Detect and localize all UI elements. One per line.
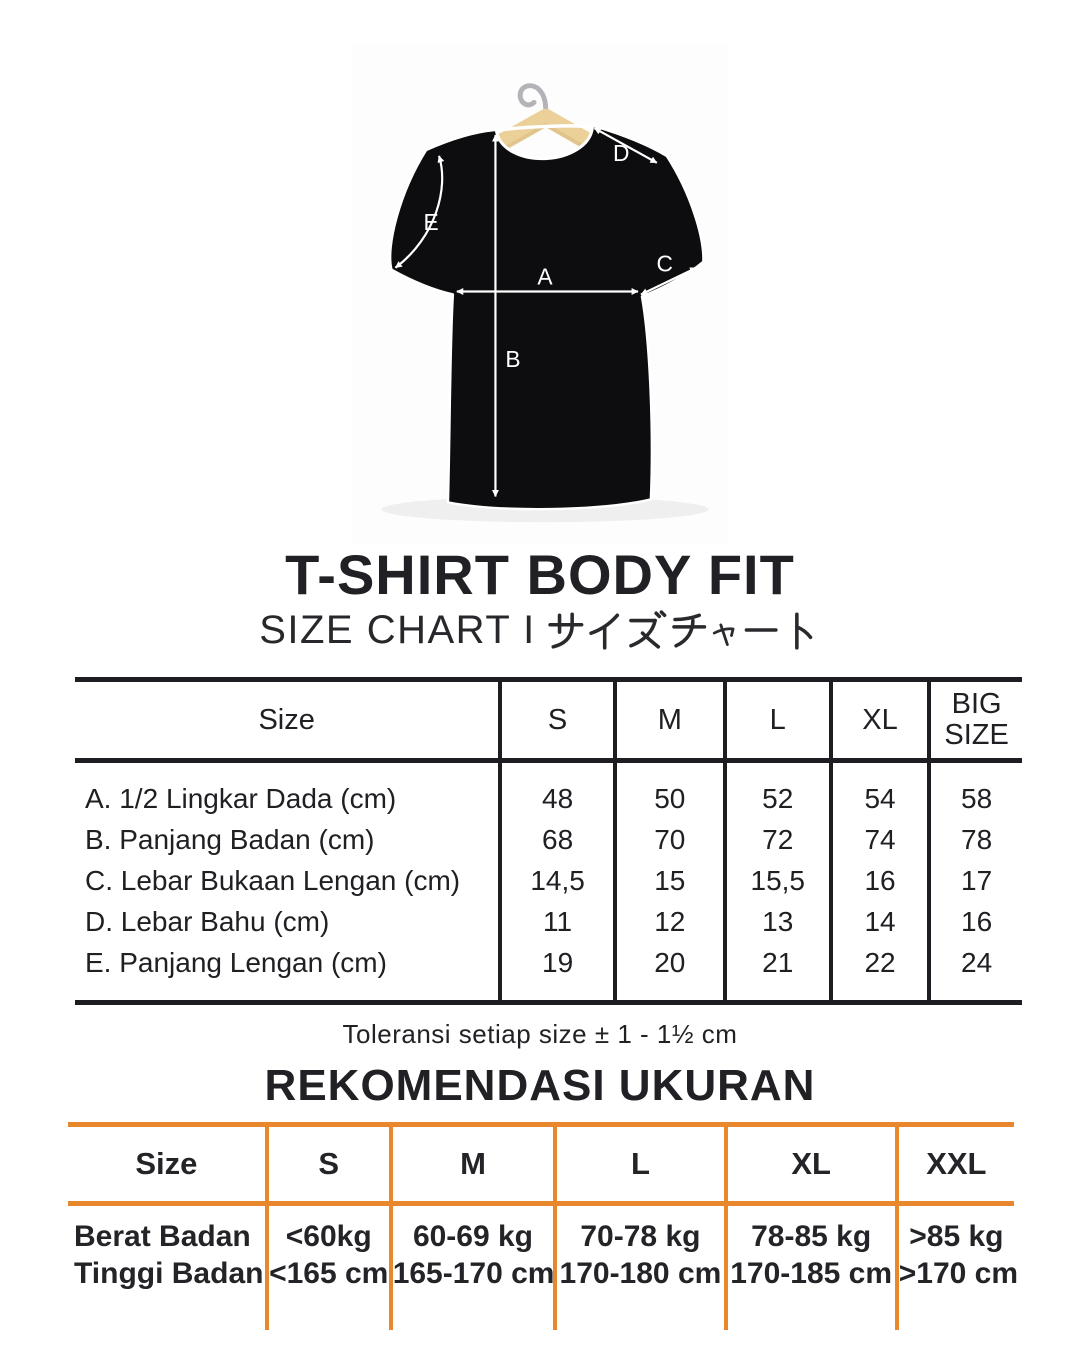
- value-cell: 14,5: [530, 865, 585, 896]
- hanger-hook-icon: [517, 83, 549, 122]
- kana-small-ya: [712, 623, 735, 646]
- value-cell: 21: [762, 947, 794, 978]
- value-cell: 170-185 cm: [730, 1257, 893, 1290]
- collar-outline: [494, 126, 594, 160]
- rek-col-xxl: XXL: [894, 1127, 1014, 1201]
- value-cell: 72: [762, 824, 794, 855]
- value-cell: 24: [961, 947, 993, 978]
- measure-label-c: C: [657, 251, 673, 277]
- kana-to: [794, 612, 813, 650]
- rek-corner: Size: [135, 1146, 198, 1181]
- tshirt-figure: A B C D E: [0, 0, 1080, 544]
- row-label: D. Lebar Bahu (cm): [85, 906, 330, 937]
- subtitle-latin: SIZE CHART I: [259, 607, 536, 652]
- size-table: Size S M L XL BIG SIZE A. 1/2 Lingkar Da…: [75, 677, 1022, 1005]
- value-cell: 170-180 cm: [559, 1257, 722, 1290]
- measure-line-d: [593, 127, 658, 164]
- measure-label-b: B: [505, 346, 520, 372]
- tshirt-illustration: A B C D E: [351, 44, 729, 544]
- size-col-l: L: [722, 682, 829, 758]
- value-cell: 60-69 kg: [412, 1220, 534, 1253]
- row-label: B. Panjang Badan (cm): [85, 824, 375, 855]
- value-cell: >170 cm: [898, 1257, 1019, 1290]
- row-label: E. Panjang Lengan (cm): [85, 947, 387, 978]
- measure-line-c: [640, 266, 697, 296]
- recommendation-table-body: Berat Badan Tinggi Badan <60kg <165 cm 6…: [68, 1206, 1019, 1330]
- rek-col-m: M: [388, 1127, 554, 1201]
- size-col-big: BIG SIZE: [927, 682, 1022, 758]
- size-values-m: 50 70 15 12 20: [612, 763, 723, 1000]
- rek-values-l: 70-78 kg 170-180 cm: [553, 1206, 723, 1330]
- page-title: T-SHIRT BODY FIT: [285, 543, 795, 606]
- value-cell: <60kg: [285, 1220, 372, 1253]
- size-col-s: S: [498, 682, 613, 758]
- rek-values-xl: 78-85 kg 170-185 cm: [723, 1206, 895, 1330]
- value-cell: 74: [864, 824, 896, 855]
- value-cell: 16: [961, 906, 993, 937]
- measure-line-e: [394, 155, 445, 269]
- value-cell: 22: [864, 947, 896, 978]
- recommendation-table: Size S M L XL XXL Berat Badan Tinggi Bad…: [68, 1122, 1019, 1330]
- rek-col-s: S: [264, 1127, 389, 1201]
- value-cell: 15,5: [750, 865, 806, 896]
- value-cell: 14: [864, 906, 896, 937]
- size-values-l: 52 72 15,5 13 21: [722, 763, 829, 1000]
- size-values-big: 58 78 17 16 24: [927, 763, 1022, 1000]
- rek-values-xxl: >85 kg >170 cm: [894, 1206, 1019, 1330]
- measure-label-d: D: [613, 140, 629, 166]
- value-cell: 48: [542, 783, 574, 814]
- value-cell: 12: [654, 906, 686, 937]
- value-cell: 54: [864, 783, 896, 814]
- row-label: C. Lebar Bukaan Lengan (cm): [85, 865, 461, 896]
- kana-chi: [671, 613, 707, 648]
- page-subtitle: SIZE CHART I: [0, 607, 1080, 653]
- value-cell: 50: [654, 783, 686, 814]
- kana-zu: [628, 610, 667, 649]
- value-cell: 13: [762, 906, 794, 937]
- value-cell: 19: [542, 947, 574, 978]
- size-table-header: Size S M L XL BIG SIZE: [75, 682, 1022, 763]
- recommendation-table-header: Size S M L XL XXL: [68, 1127, 1014, 1206]
- kana-sa: [548, 612, 584, 649]
- value-cell: 78-85 kg: [751, 1220, 872, 1253]
- recommendation-heading: REKOMENDASI UKURAN: [264, 1061, 816, 1110]
- size-table-body: A. 1/2 Lingkar Dada (cm) B. Panjang Bada…: [75, 763, 1022, 1000]
- value-cell: >85 kg: [909, 1220, 1004, 1253]
- value-cell: 165-170 cm: [392, 1257, 555, 1290]
- row-label: Berat Badan: [74, 1220, 251, 1253]
- value-cell: 70-78 kg: [580, 1220, 701, 1253]
- subtitle-japanese-text: [548, 610, 813, 650]
- value-cell: 11: [543, 906, 573, 937]
- rek-col-xl: XL: [723, 1127, 895, 1201]
- value-cell: 52: [762, 783, 794, 814]
- size-values-xl: 54 74 16 14 22: [828, 763, 927, 1000]
- measure-label-a: A: [537, 264, 553, 290]
- tolerance-note: Toleransi setiap size ± 1 - 1½ cm: [342, 1019, 738, 1049]
- value-cell: 58: [961, 783, 993, 814]
- rek-col-l: L: [553, 1127, 723, 1201]
- value-cell: 78: [961, 824, 993, 855]
- value-cell: 70: [654, 824, 686, 855]
- rek-values-s: <60kg <165 cm: [264, 1206, 389, 1330]
- size-col-xl: XL: [828, 682, 927, 758]
- value-cell: <165 cm: [269, 1257, 389, 1290]
- size-table-row-labels: A. 1/2 Lingkar Dada (cm) B. Panjang Bada…: [75, 763, 498, 1000]
- size-values-s: 48 68 14,5 11 19: [498, 763, 613, 1000]
- value-cell: 15: [654, 865, 686, 896]
- row-label: Tinggi Badan: [74, 1257, 264, 1290]
- value-cell: 68: [542, 824, 574, 855]
- value-cell: 20: [654, 947, 686, 978]
- size-col-m: M: [612, 682, 723, 758]
- value-cell: 16: [864, 865, 896, 896]
- row-label: A. 1/2 Lingkar Dada (cm): [85, 783, 397, 814]
- kana-i: [589, 613, 619, 650]
- rek-values-m: 60-69 kg 165-170 cm: [388, 1206, 555, 1330]
- value-cell: 17: [961, 865, 993, 896]
- rek-row-labels: Berat Badan Tinggi Badan: [68, 1206, 265, 1330]
- size-table-corner: Size: [258, 703, 315, 736]
- measure-label-e: E: [423, 209, 438, 235]
